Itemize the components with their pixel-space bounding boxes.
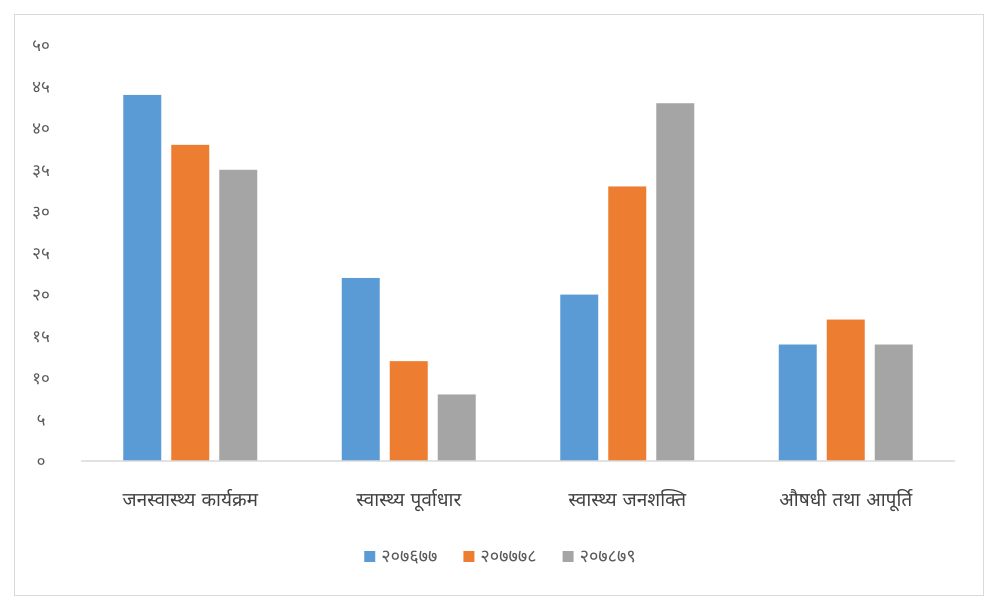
x-category-label: औषधी तथा आपूर्ति bbox=[779, 488, 913, 512]
bar bbox=[560, 294, 599, 461]
legend-label: २०७७७८ bbox=[480, 546, 536, 567]
bar bbox=[874, 344, 913, 461]
bar bbox=[778, 344, 817, 461]
y-tick-label: ० bbox=[37, 452, 46, 472]
x-category-label: जनस्वास्थ्य कार्यक्रम bbox=[123, 488, 259, 511]
y-tick-label: ३० bbox=[32, 202, 50, 222]
bar-chart: ० ५ १० १५ २० २५ ३० ३५ ४० ४५ ५० जनस्वास्थ्य कार्यक्… bbox=[32, 36, 955, 567]
legend-label: २०७८७९ bbox=[580, 546, 636, 567]
chart-frame: ० ५ १० १५ २० २५ ३० ३५ ४० ४५ ५० जनस्वास्थ्य कार्यक्… bbox=[14, 14, 984, 596]
y-axis: ० ५ १० १५ २० २५ ३० ३५ ४० ४५ ५० bbox=[32, 36, 50, 472]
y-tick-label: ४५ bbox=[32, 78, 50, 98]
y-tick-label: १५ bbox=[32, 327, 50, 347]
y-tick-label: २० bbox=[32, 286, 50, 306]
bar bbox=[123, 94, 162, 462]
x-category-label: स्वास्थ्य पूर्वाधार bbox=[356, 488, 462, 512]
legend-swatch bbox=[364, 551, 376, 562]
bar bbox=[826, 319, 865, 461]
legend-label: २०७६७७ bbox=[381, 546, 437, 567]
y-tick-label: ३५ bbox=[32, 161, 50, 181]
legend-swatch bbox=[562, 551, 574, 562]
x-axis: जनस्वास्थ्य कार्यक्रम स्वास्थ्य पूर्वाधार… bbox=[123, 488, 914, 512]
legend-swatch bbox=[463, 551, 475, 562]
y-tick-label: २५ bbox=[32, 244, 50, 264]
y-tick-label: १० bbox=[32, 369, 50, 389]
legend: २०७६७७ २०७७७८ २०७८७९ bbox=[364, 546, 636, 567]
bars bbox=[123, 94, 913, 462]
y-tick-label: ४० bbox=[32, 119, 50, 139]
y-tick-label: ५० bbox=[32, 36, 50, 56]
bar bbox=[219, 169, 258, 462]
bar bbox=[171, 144, 210, 461]
bar bbox=[437, 394, 476, 461]
bar bbox=[341, 277, 380, 461]
bar bbox=[656, 103, 695, 462]
bar bbox=[389, 361, 428, 461]
x-category-label: स्वास्थ्य जनशक्ति bbox=[568, 488, 687, 511]
bar bbox=[608, 186, 647, 461]
y-tick-label: ५ bbox=[37, 410, 46, 430]
